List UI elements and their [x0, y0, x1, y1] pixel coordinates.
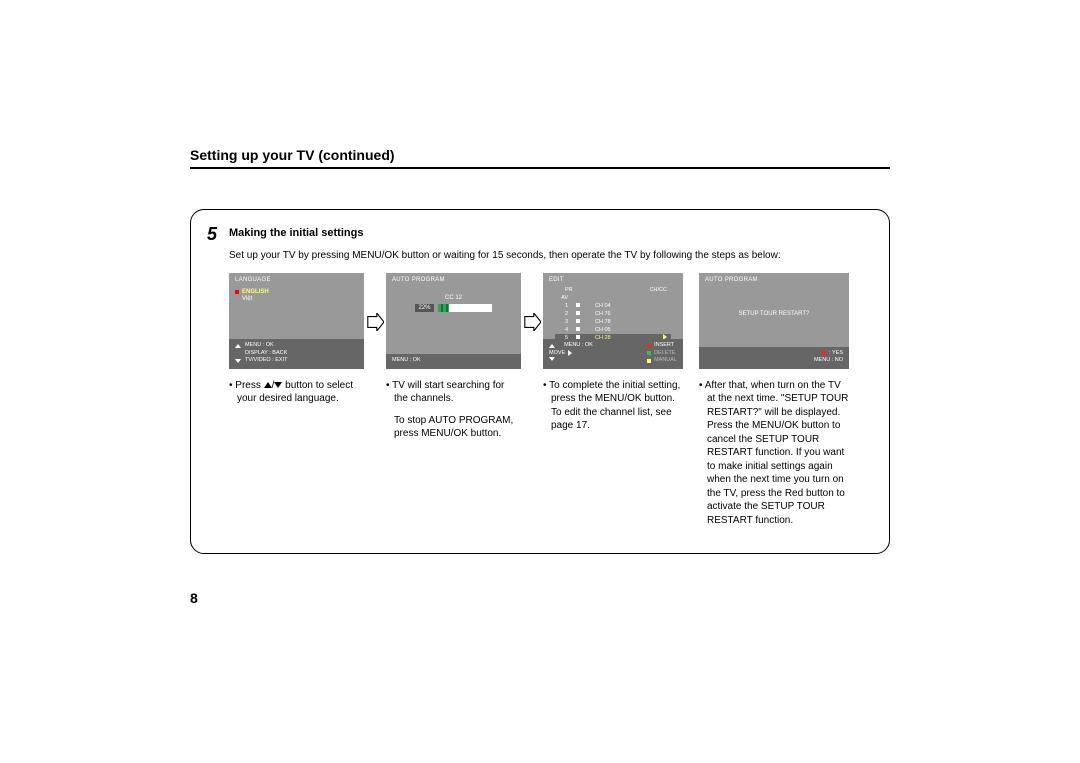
tv-restart: AUTO PROGRAM SETUP TOUR RESTART? : YES M…	[699, 273, 849, 369]
tv-title: AUTO PROGRAM	[705, 277, 758, 283]
edit-row: AV	[555, 294, 671, 302]
step-title: Making the initial settings	[229, 227, 363, 239]
language-selected: ENGLISH	[242, 289, 269, 295]
section-rule	[190, 167, 890, 169]
manual-page: Setting up your TV (continued) 5 Making …	[190, 147, 890, 554]
tv-title: EDIT	[549, 277, 564, 283]
footer-text: DISPLAY : BACK	[245, 350, 287, 357]
col-ch: CH/CC	[650, 287, 667, 293]
progress-bar	[438, 304, 492, 312]
tv-footer: MENU : OK MOVE INSERT DELETE MANUAL	[543, 339, 683, 368]
col-restart: AUTO PROGRAM SETUP TOUR RESTART? : YES M…	[699, 273, 849, 536]
tv-footer: : YES MENU : NO	[699, 347, 849, 369]
col-autoprogram: AUTO PROGRAM CC 12 22% MENU : OK • TV wi…	[386, 273, 521, 449]
section-title: Setting up your TV (continued)	[190, 147, 890, 163]
yes-label: : YES	[829, 350, 843, 357]
caption: • Press / button to select your desired …	[229, 379, 364, 414]
caption-text: To stop AUTO PROGRAM, press MENU/OK butt…	[394, 415, 513, 440]
caption-text: To complete the initial setting, press t…	[549, 380, 680, 432]
edit-row: 3CH 78	[555, 318, 671, 326]
col-language: LANGUAGE ENGLISH Việt MENU : OK DISPLAY …	[229, 273, 364, 414]
manual-label: MANUAL	[654, 357, 677, 364]
insert-label: INSERT	[654, 342, 674, 349]
tv-footer: MENU : OK	[386, 354, 521, 368]
progress-row: 22%	[392, 304, 515, 312]
screens-row: LANGUAGE ENGLISH Việt MENU : OK DISPLAY …	[229, 273, 871, 536]
caption-text: After that, when turn on the TV at the n…	[705, 380, 849, 526]
caption: • TV will start searching for the channe…	[386, 379, 521, 449]
tv-edit: EDIT PR CH/CC AV1CH 042CH 763CH 784CH 05…	[543, 273, 683, 369]
col-pr: PR	[565, 287, 573, 293]
yellow-square-icon	[647, 359, 651, 363]
tv-title: AUTO PROGRAM	[392, 277, 445, 283]
triangle-right-icon	[568, 350, 572, 356]
delete-label: DELETE	[654, 350, 675, 357]
footer-text: TV/VIDEO : EXIT	[245, 357, 287, 364]
page-number: 8	[190, 590, 198, 606]
triangle-up-icon	[235, 344, 241, 348]
triangle-down-icon	[235, 359, 241, 363]
footer-text: MENU : OK	[245, 342, 274, 349]
red-square-icon	[647, 344, 651, 348]
triangle-up-icon	[549, 344, 555, 348]
red-square-icon	[822, 351, 826, 355]
arrow-icon	[521, 273, 543, 331]
cc-label: CC 12	[392, 295, 515, 301]
marker-icon	[235, 290, 239, 294]
progress-fill	[438, 304, 450, 312]
no-label: MENU : NO	[705, 357, 843, 364]
tv-title: LANGUAGE	[235, 277, 271, 283]
tv-footer: MENU : OK DISPLAY : BACK TV/VIDEO : EXIT	[229, 339, 364, 368]
edit-row: 2CH 76	[555, 310, 671, 318]
col-edit: EDIT PR CH/CC AV1CH 042CH 763CH 784CH 05…	[543, 273, 683, 441]
footer-text: MENU : OK	[392, 357, 421, 363]
step-number: 5	[207, 224, 229, 245]
caption: • After that, when turn on the TV at the…	[699, 379, 849, 536]
triangle-down-icon	[274, 382, 282, 388]
step-panel: 5 Making the initial settings Set up you…	[190, 209, 890, 554]
footer-text: MENU : OK	[564, 342, 593, 349]
tv-language: LANGUAGE ENGLISH Việt MENU : OK DISPLAY …	[229, 273, 364, 369]
step-intro: Set up your TV by pressing MENU/OK butto…	[229, 249, 871, 263]
progress-percent: 22%	[415, 304, 433, 312]
arrow-icon	[364, 273, 386, 331]
edit-header: PR CH/CC	[547, 287, 679, 294]
language-option-selected: ENGLISH	[235, 289, 358, 295]
tv-autoprogram: AUTO PROGRAM CC 12 22% MENU : OK	[386, 273, 521, 369]
triangle-up-icon	[264, 382, 272, 388]
edit-row: 1CH 04	[555, 302, 671, 310]
green-square-icon	[647, 351, 651, 355]
caption-text: TV will start searching for the channels…	[392, 380, 504, 405]
triangle-down-icon	[549, 357, 555, 361]
caption: • To complete the initial setting, press…	[543, 379, 683, 441]
restart-question: SETUP TOUR RESTART?	[705, 311, 843, 317]
edit-row: 4CH 05	[555, 326, 671, 334]
language-option: Việt	[242, 296, 358, 302]
footer-text: MOVE	[549, 350, 565, 357]
